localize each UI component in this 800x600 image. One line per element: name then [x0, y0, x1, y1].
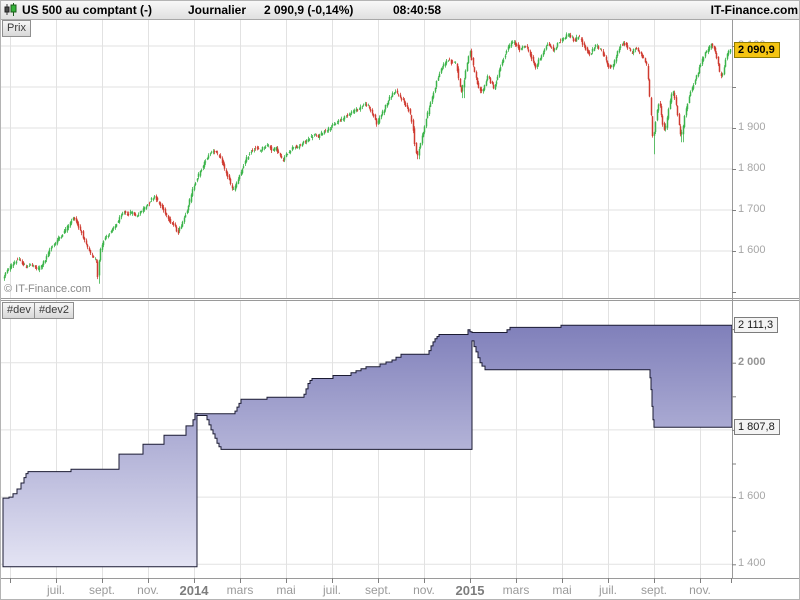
candles-up-bodies — [3, 33, 732, 279]
price-axis-label: 1 800 — [738, 162, 766, 174]
candles-down-bodies — [16, 34, 723, 277]
tab-dev2[interactable]: #dev2 — [34, 302, 74, 319]
x-axis-month-label: sept. — [88, 583, 116, 597]
x-axis-month-label: mai — [276, 583, 296, 597]
indicator-axis-label: 2 000 — [738, 355, 766, 368]
price-axis-label: 1 600 — [738, 244, 766, 256]
x-axis-month-label: mars — [226, 583, 254, 597]
candles-down-wicks — [17, 32, 722, 280]
last-price-tag: 2 090,9 — [734, 41, 780, 58]
dev-indicator-band — [2, 324, 733, 568]
x-axis-month-label: nov. — [689, 583, 711, 597]
brand-logo-text: IT-Finance.com — [710, 3, 798, 17]
x-axis-month-label: mai — [552, 583, 572, 597]
x-axis-month-label: sept. — [640, 583, 668, 597]
last-quote-and-change: 2 090,9 (-0,14%) — [264, 3, 354, 17]
x-axis-month-label: sept. — [364, 583, 392, 597]
price-axis-label: 1 700 — [738, 203, 766, 215]
tab-prix[interactable]: Prix — [2, 20, 31, 37]
watermark: © IT-Finance.com — [4, 283, 91, 295]
x-axis-month-label: juil. — [322, 583, 342, 597]
clock-time: 08:40:58 — [393, 3, 442, 17]
timeframe-label: Journalier — [188, 3, 247, 17]
candles-up-wicks — [4, 32, 731, 284]
x-axis-month-label: nov. — [137, 583, 159, 597]
x-axis-month-label: juil. — [46, 583, 66, 597]
candlestick-icon — [4, 3, 18, 19]
x-axis-month-label: mars — [502, 583, 530, 597]
indicator-axis-label: 1 400 — [738, 557, 766, 570]
title-bar: US 500 au comptant (-) Journalier 2 090,… — [1, 1, 799, 20]
tab-dev[interactable]: #dev — [2, 302, 36, 319]
indicator-axis-label: 1 600 — [738, 490, 766, 503]
x-axis-month-label: juil. — [598, 583, 618, 597]
indicator-upper-value-tag: 2 111,3 — [734, 317, 779, 334]
instrument-name: US 500 au comptant (-) — [22, 3, 153, 17]
indicator-lower-value-tag: 1 807,8 — [734, 419, 780, 436]
x-axis-year-label: 2014 — [179, 583, 209, 598]
price-axis-label: 1 900 — [738, 121, 766, 133]
x-axis-year-label: 2015 — [455, 583, 485, 598]
x-axis-month-label: nov. — [413, 583, 435, 597]
